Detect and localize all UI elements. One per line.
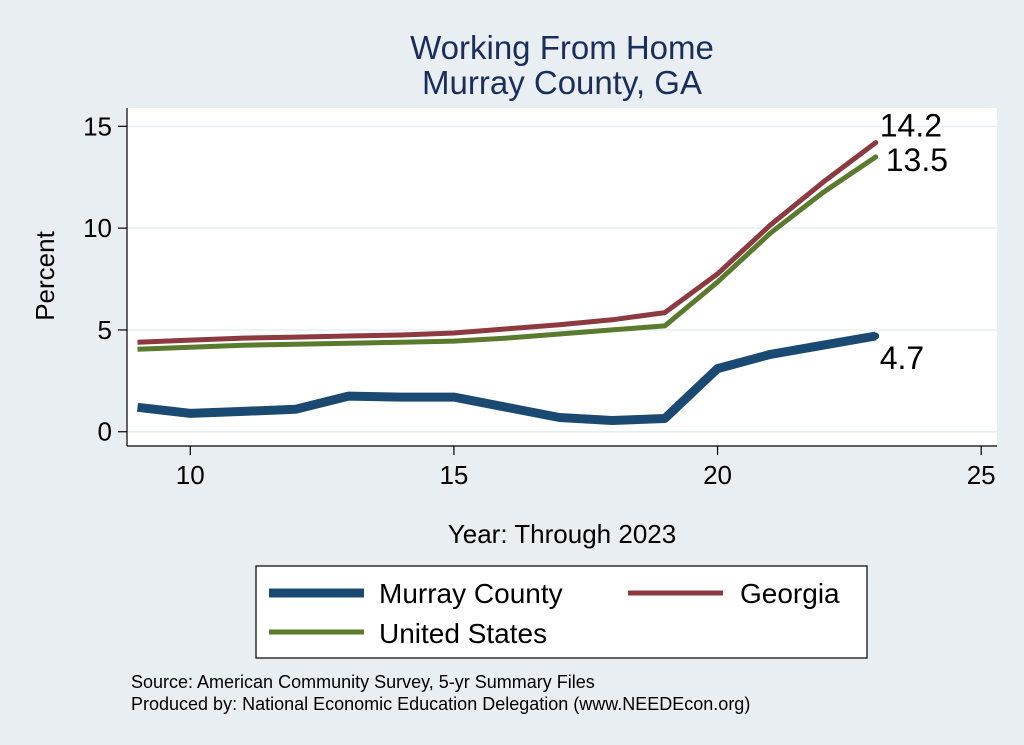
- series-end-point: [872, 332, 880, 340]
- chart-title-line-1: Working From Home: [410, 29, 714, 66]
- legend-label-georgia: Georgia: [740, 578, 840, 609]
- y-tick-label: 0: [98, 417, 112, 447]
- end-label-murray-county: 4.7: [880, 340, 924, 376]
- plot-area: [127, 108, 997, 446]
- end-label-united-states: 13.5: [886, 142, 948, 178]
- y-axis-ticks: 0 5 10 15: [83, 111, 127, 447]
- x-tick-label: 10: [176, 460, 205, 490]
- y-axis-title: Percent: [30, 230, 60, 320]
- x-axis-title: Year: Through 2023: [448, 519, 676, 549]
- source-note-line-2: Produced by: National Economic Education…: [131, 694, 750, 714]
- series-line-united-states: [137, 154, 878, 352]
- legend-label-united-states: United States: [379, 618, 547, 649]
- y-tick-label: 10: [83, 213, 112, 243]
- source-note-line-1: Source: American Community Survey, 5-yr …: [131, 672, 595, 692]
- gridlines: [127, 125, 997, 433]
- y-tick-label: 15: [83, 111, 112, 141]
- series-line-georgia: [137, 140, 878, 345]
- x-tick-label: 25: [967, 460, 996, 490]
- x-tick-label: 15: [439, 460, 468, 490]
- series-end-labels: 13.514.2 4.7: [880, 108, 948, 376]
- x-axis-ticks: 10 15 20 25: [176, 446, 996, 490]
- y-tick-label: 5: [98, 315, 112, 345]
- legend-label-murray-county: Murray County: [379, 578, 563, 609]
- end-label-georgia: 14.2: [880, 108, 942, 144]
- series-end-point: [873, 140, 879, 146]
- series-line-murray-county: [136, 331, 877, 425]
- series-lines: [136, 140, 880, 425]
- x-tick-label: 20: [703, 460, 732, 490]
- legend-box: [255, 565, 868, 659]
- chart-title-line-2: Murray County, GA: [422, 64, 702, 101]
- series-end-point: [873, 154, 879, 160]
